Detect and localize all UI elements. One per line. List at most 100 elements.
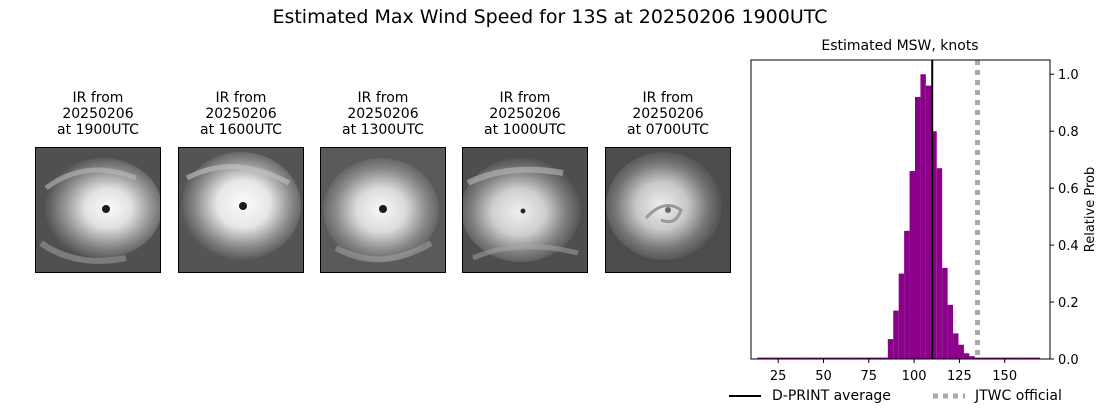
ir-caption-line: IR from bbox=[357, 90, 409, 106]
ir-panel-4: IR from 20250206 at 1000UTC bbox=[461, 90, 588, 273]
ir-caption-time: at 1300UTC bbox=[342, 122, 424, 138]
histogram-bar bbox=[1034, 357, 1041, 359]
histogram-bar bbox=[942, 267, 948, 359]
histogram-bar bbox=[779, 357, 785, 359]
histogram-bar bbox=[822, 357, 829, 359]
y-tick-label: 0.4 bbox=[1058, 239, 1079, 254]
histogram-bar bbox=[909, 171, 915, 359]
histogram-bar bbox=[828, 357, 834, 359]
histogram-bar bbox=[914, 97, 921, 360]
histogram-bar bbox=[773, 357, 780, 359]
histogram-bar bbox=[806, 357, 812, 359]
legend-dprint-label: D-PRINT average bbox=[772, 388, 891, 404]
histogram-bar bbox=[925, 85, 932, 359]
histogram-bar bbox=[849, 357, 856, 359]
y-tick-label: 0.2 bbox=[1058, 296, 1079, 311]
plot-area-frame bbox=[750, 59, 1051, 360]
ir-caption: IR from 20250206 at 1900UTC bbox=[35, 90, 161, 138]
ir-satellite-image bbox=[35, 147, 162, 273]
y-tick-label: 1.0 bbox=[1058, 68, 1079, 83]
histogram-bar bbox=[876, 357, 883, 359]
histogram-bar bbox=[887, 339, 894, 359]
histogram-bar bbox=[882, 357, 888, 359]
y-tick-label: 0.6 bbox=[1058, 182, 1079, 197]
histogram-bar bbox=[855, 357, 861, 359]
histogram-bar bbox=[789, 357, 796, 359]
ir-caption-line: IR from bbox=[642, 90, 694, 106]
histogram-bar bbox=[936, 168, 943, 359]
histogram-bar bbox=[953, 333, 959, 359]
histogram-bar bbox=[947, 304, 954, 359]
ir-caption-line: IR from bbox=[72, 90, 124, 106]
histogram-bar bbox=[795, 357, 801, 359]
histogram-bar bbox=[1029, 357, 1035, 359]
histogram-bar bbox=[1018, 357, 1024, 359]
histogram-bar bbox=[996, 357, 1002, 359]
x-tick-label: 50 bbox=[815, 369, 832, 384]
histogram-bar bbox=[958, 344, 964, 359]
histogram-bar bbox=[904, 230, 910, 359]
ir-satellite-image bbox=[605, 147, 731, 273]
ir-caption-date: 20250206 bbox=[62, 106, 134, 122]
histogram-bar bbox=[1001, 357, 1008, 359]
ir-panel-1: IR from 20250206 at 1900UTC bbox=[35, 90, 162, 273]
ir-caption-time: at 1600UTC bbox=[200, 122, 282, 138]
histogram-bar bbox=[893, 310, 899, 359]
histogram-bar bbox=[768, 357, 774, 359]
ir-panel-3: IR from 20250206 at 1300UTC bbox=[320, 90, 446, 273]
histogram-bar bbox=[871, 357, 877, 359]
histogram-bar bbox=[969, 356, 975, 359]
histogram-bar bbox=[762, 357, 769, 359]
ir-caption-line: IR from bbox=[499, 90, 551, 106]
ir-caption-time: at 1000UTC bbox=[484, 122, 566, 138]
ir-caption-line: IR from bbox=[215, 90, 267, 106]
histogram-bar bbox=[800, 357, 807, 359]
x-tick-label: 125 bbox=[947, 369, 972, 384]
histogram-bar bbox=[991, 357, 997, 359]
histogram-bar bbox=[838, 357, 845, 359]
x-tick-label: 100 bbox=[902, 369, 927, 384]
x-tick-label: 25 bbox=[770, 369, 787, 384]
ir-panel-2: IR from 20250206 at 1600UTC bbox=[178, 90, 304, 273]
ir-panel-5: IR from 20250206 at 0700UTC bbox=[605, 90, 731, 273]
ir-satellite-image bbox=[461, 147, 588, 273]
histogram-bar bbox=[898, 273, 905, 359]
ir-satellite-image bbox=[178, 147, 304, 273]
y-tick-label: 0.0 bbox=[1058, 353, 1079, 368]
x-tick-label: 150 bbox=[992, 369, 1017, 384]
histogram-bar bbox=[963, 353, 970, 359]
histogram-bar bbox=[931, 131, 937, 359]
ir-caption-date: 20250206 bbox=[489, 106, 561, 122]
ir-caption-date: 20250206 bbox=[347, 106, 419, 122]
histogram-bar bbox=[784, 357, 790, 359]
ir-satellite-image bbox=[320, 147, 446, 273]
figure-title: Estimated Max Wind Speed for 13S at 2025… bbox=[272, 6, 828, 28]
histogram-bar bbox=[866, 357, 872, 359]
histogram-bar bbox=[985, 357, 992, 359]
histogram-bar bbox=[1012, 357, 1019, 359]
histogram-bar bbox=[811, 357, 818, 359]
y-tick-label: 0.8 bbox=[1058, 125, 1079, 140]
histogram-bar bbox=[844, 357, 850, 359]
ir-caption-date: 20250206 bbox=[205, 106, 277, 122]
ir-caption-time: at 0700UTC bbox=[627, 122, 709, 138]
histogram-bar bbox=[920, 74, 926, 359]
ir-caption-time: at 1900UTC bbox=[57, 122, 139, 138]
histogram-bar bbox=[860, 357, 867, 359]
ir-caption-date: 20250206 bbox=[632, 106, 704, 122]
histogram-bar bbox=[1023, 357, 1030, 359]
ir-caption: IR from 20250206 at 1300UTC bbox=[320, 90, 446, 138]
x-tick-label: 75 bbox=[861, 369, 878, 384]
histogram-bar bbox=[817, 357, 823, 359]
y-axis-label: Relative Prob bbox=[1083, 167, 1098, 252]
chart-title: Estimated MSW, knots bbox=[821, 38, 978, 54]
histogram-bar bbox=[1007, 357, 1013, 359]
histogram-bar bbox=[833, 357, 839, 359]
histogram-bar bbox=[974, 357, 981, 359]
histogram-bar bbox=[980, 357, 986, 359]
ir-caption: IR from 20250206 at 1000UTC bbox=[462, 90, 588, 138]
ir-caption: IR from 20250206 at 1600UTC bbox=[178, 90, 304, 138]
ir-caption: IR from 20250206 at 0700UTC bbox=[605, 90, 731, 138]
legend-jtwc-label: JTWC official bbox=[975, 388, 1062, 404]
